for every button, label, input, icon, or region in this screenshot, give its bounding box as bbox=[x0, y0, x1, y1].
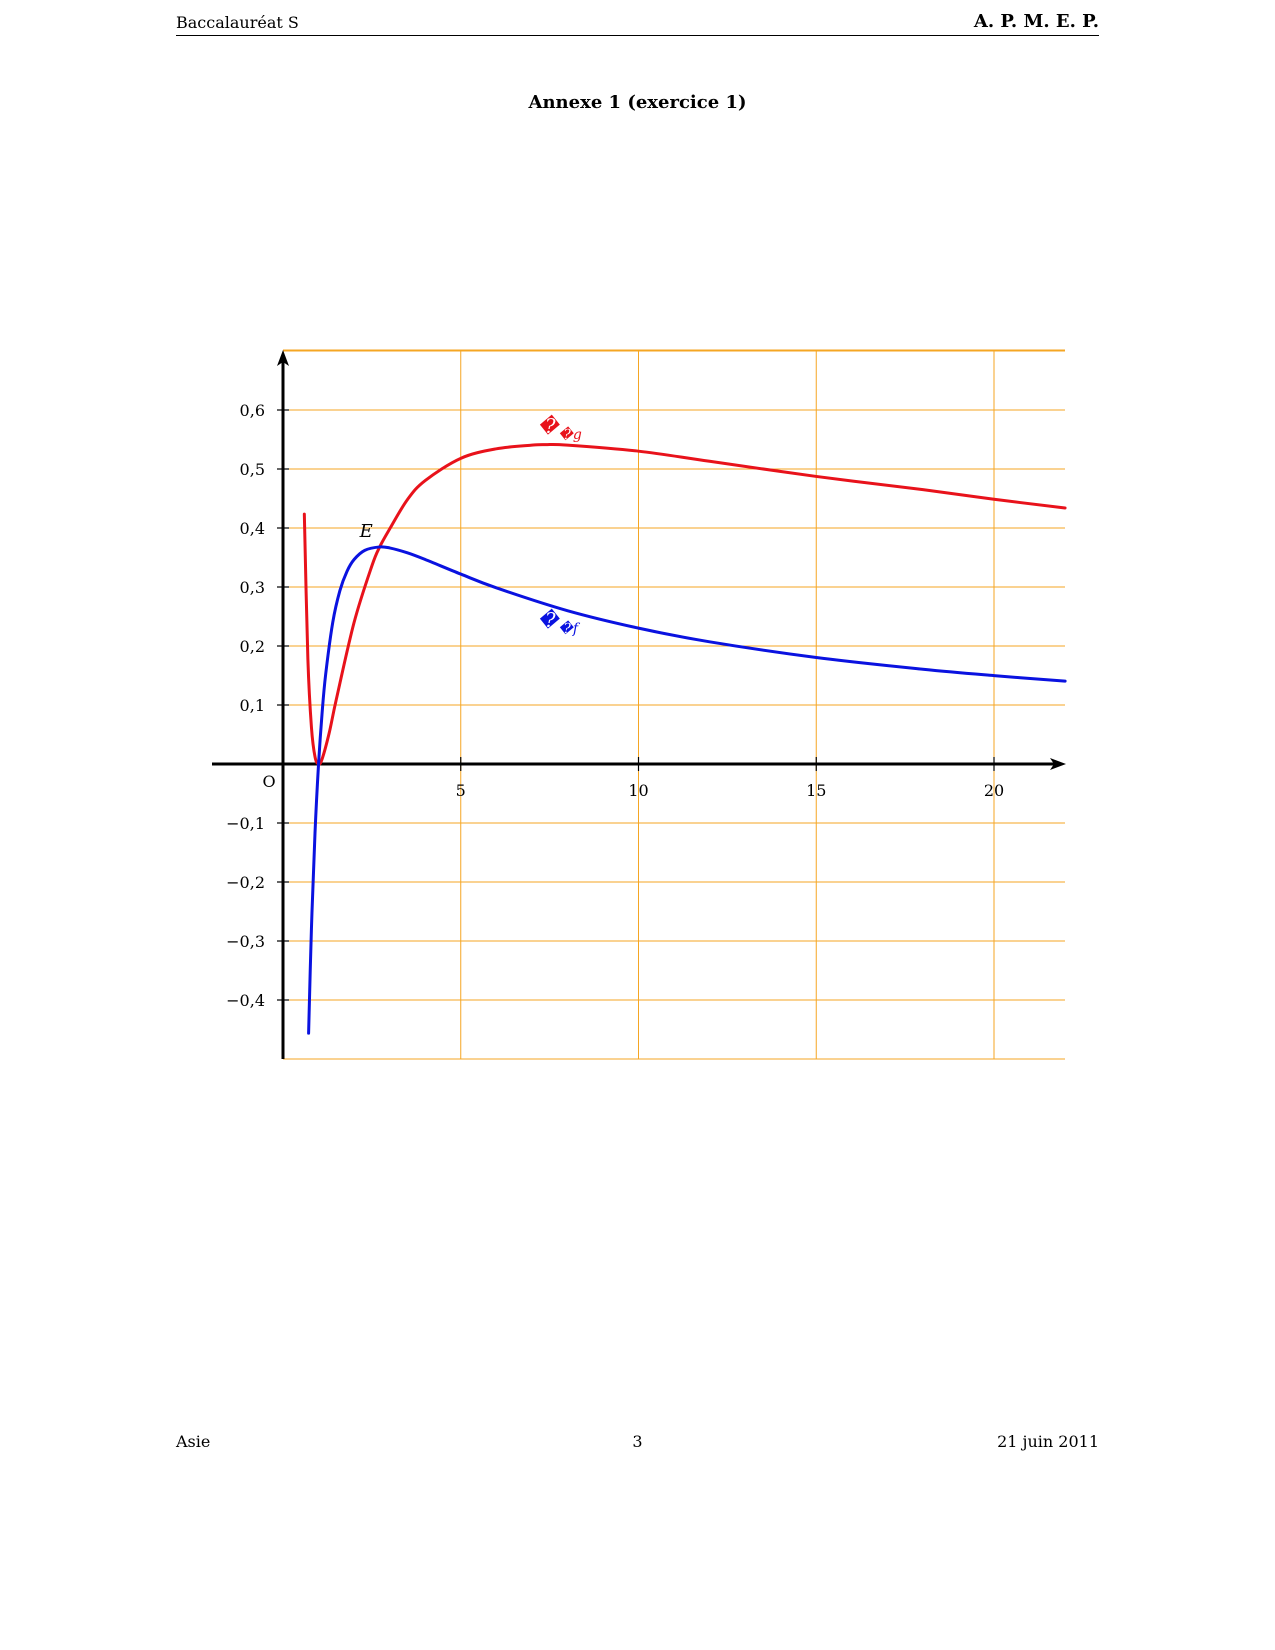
y-tick-label: 0,2 bbox=[240, 637, 265, 656]
y-tick-label: 0,4 bbox=[240, 519, 265, 538]
header-right-text: A. P. M. E. P. bbox=[973, 11, 1099, 32]
y-tick-label: 0,6 bbox=[240, 401, 265, 420]
y-tick-label: −0,1 bbox=[226, 814, 265, 833]
y-tick-label: −0,3 bbox=[226, 932, 265, 951]
curve-f bbox=[307, 545, 1067, 1035]
curve-g bbox=[302, 442, 1067, 766]
y-axis-arrow bbox=[277, 350, 289, 366]
point-e-label: E bbox=[359, 521, 373, 542]
header-rule bbox=[176, 35, 1099, 36]
x-tick-label: 20 bbox=[984, 781, 1004, 800]
curve-g-label: 𝒞g bbox=[538, 414, 582, 443]
header-left-text: Baccalauréat S bbox=[176, 13, 299, 32]
page-number: 3 bbox=[632, 1432, 643, 1451]
page-title: Annexe 1 (exercice 1) bbox=[528, 92, 747, 113]
y-tick-label: 0,5 bbox=[240, 460, 265, 479]
y-tick-label: −0,4 bbox=[226, 991, 265, 1010]
curve-f-label: 𝒞f bbox=[538, 608, 581, 637]
x-tick-label: 15 bbox=[806, 781, 826, 800]
x-tick-label: 10 bbox=[628, 781, 648, 800]
x-tick-label: 5 bbox=[456, 781, 466, 800]
footer-date: 21 juin 2011 bbox=[997, 1432, 1099, 1451]
footer-left-text: Asie bbox=[176, 1432, 211, 1451]
y-tick-label: −0,2 bbox=[226, 873, 265, 892]
x-axis-arrow bbox=[1050, 758, 1066, 770]
origin-label: O bbox=[262, 772, 275, 791]
y-tick-label: 0,3 bbox=[240, 578, 265, 597]
y-tick-label: 0,1 bbox=[240, 696, 265, 715]
